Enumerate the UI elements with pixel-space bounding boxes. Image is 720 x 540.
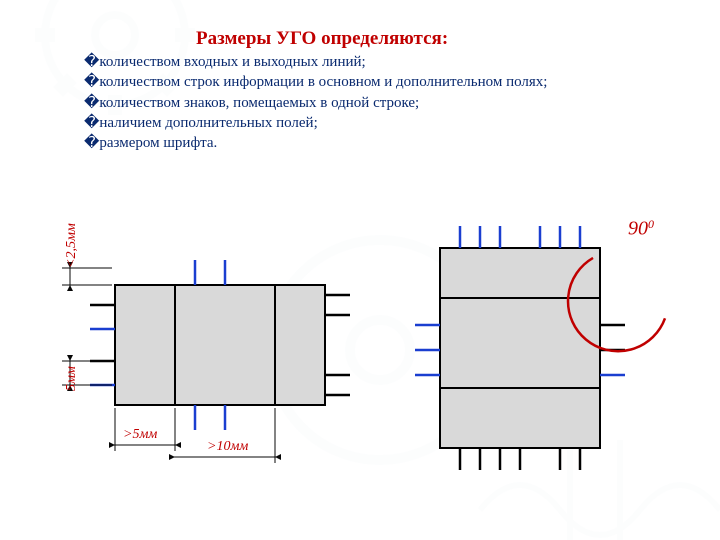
dim-label-gt5: >5мм <box>123 427 157 443</box>
dim-label-small: <2,5мм <box>64 223 80 268</box>
diagrams-svg <box>0 0 720 540</box>
dim-label-gt10: >10мм <box>207 439 248 455</box>
dim-label-5mm: 5мм <box>64 366 80 391</box>
angle-label: 900 <box>628 217 654 240</box>
